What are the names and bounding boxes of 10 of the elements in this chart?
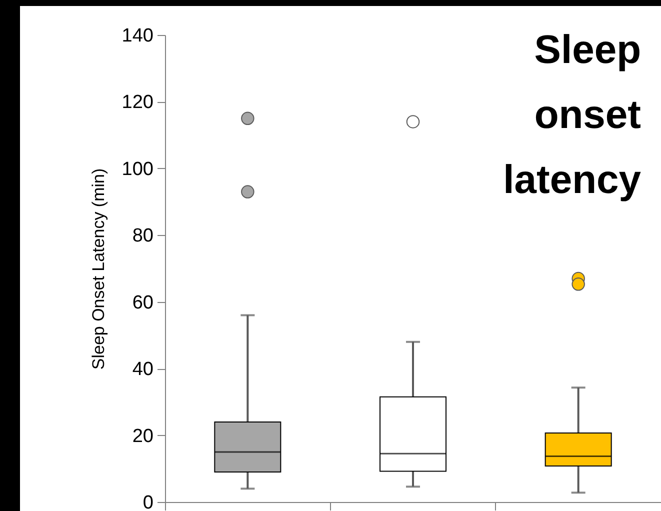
y-axis-title: Sleep Onset Latency (min) [88, 168, 108, 370]
y-tick-label: 100 [122, 158, 154, 180]
text: Sleep onset latency [502, 27, 641, 204]
y-tick-label: 40 [132, 359, 154, 380]
y-tick-label: 20 [132, 426, 154, 447]
y-tick-label: 140 [122, 26, 154, 46]
y-tick-label: 80 [132, 226, 154, 247]
y-tick-label: 120 [122, 92, 154, 114]
y-tick-label: 0 [142, 492, 154, 511]
y-tick-label: 60 [132, 292, 154, 314]
